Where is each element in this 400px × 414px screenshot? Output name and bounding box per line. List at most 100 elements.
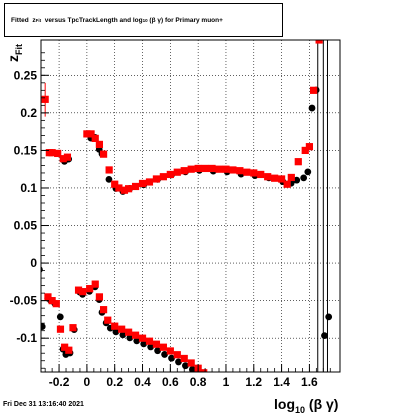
red-point [79,288,87,296]
black-point [119,331,127,339]
black-point [147,343,155,351]
grid [41,40,340,372]
red-point [236,167,244,175]
red-point [104,316,112,324]
black-point [325,313,333,321]
x-tick-label: 1.6 [301,375,318,389]
red-point [95,140,104,149]
red-point [166,347,174,355]
y-tick-label: -0.05 [10,294,38,308]
red-point [125,185,133,193]
red-point [41,95,49,103]
black-point [321,332,328,340]
red-point [56,325,65,333]
red-point [309,86,318,94]
x-tick-label: 0.8 [190,375,207,389]
x-tick-label: 0.2 [106,375,123,389]
red-point [63,153,72,161]
x-tick-label: 1.2 [245,375,262,389]
black-point [105,176,113,183]
red-point [131,182,140,191]
y-tick-label: 0.1 [20,181,37,195]
black-point [126,334,134,342]
y-tick-label: -0.1 [16,331,37,345]
red-point [166,170,174,179]
plot-frame [40,39,341,373]
black-point [140,340,148,348]
red-point [111,322,119,330]
red-point [91,134,99,142]
red-point [138,179,147,188]
red-point [305,143,314,151]
x-tick-label: 1 [223,375,230,389]
x-tick-label: 0.4 [134,375,151,389]
black-point [133,337,141,345]
title-fitted: Fitted [11,16,29,24]
red-point [118,325,126,333]
black-point [154,347,162,355]
red-point [95,293,104,301]
red-point [159,173,167,181]
y-tick-label: 0 [30,256,37,270]
y-axis-label: zFit [5,44,24,62]
black-point [56,313,64,321]
red-point [48,297,56,305]
red-point [52,300,60,308]
red-point [145,337,154,345]
axis-ticks [41,52,331,372]
x-tick-label: 1.4 [273,375,290,389]
red-point [264,173,272,181]
red-point [180,167,188,175]
black-point [182,362,189,370]
y-tick-label: 0.2 [20,106,37,120]
red-point [271,174,279,182]
data-points [41,40,333,372]
red-point [187,165,195,173]
red-point [65,346,73,354]
black-point [41,323,46,331]
red-point [86,285,94,293]
red-point [99,306,108,314]
red-point [215,165,223,173]
title-versus: versus TpcTrackLength and log [44,16,143,24]
red-point [69,324,77,332]
red-point [131,331,140,339]
red-point [187,359,195,367]
red-point [294,158,302,166]
red-point [173,168,181,176]
red-point [105,166,113,174]
red-point [287,173,295,182]
red-point [152,175,161,183]
timestamp: Fri Dec 31 13:16:40 2021 [3,401,84,408]
red-point [283,180,291,188]
red-point [159,343,167,351]
title-rest: (β γ) for Primary muon+ [149,16,223,24]
x-tick-label: 0.6 [162,375,179,389]
red-point [229,166,237,174]
red-point [145,178,154,186]
black-point [300,174,308,182]
red-point [99,150,108,158]
chart-title: Fitted z Fit versus TpcTrackLength and lo… [4,3,283,37]
red-point [87,130,95,138]
red-point [120,186,129,194]
clipped-data [41,40,333,372]
black-point [41,266,43,273]
y-tick-label: 0.25 [14,68,38,82]
x-tick-label: 0 [84,375,91,389]
black-point [308,104,316,112]
red-point [48,149,56,157]
red-point [152,340,161,348]
black-point [188,366,196,372]
black-point [175,358,182,366]
red-point [91,280,99,288]
y-tick-label: 0.15 [14,143,38,157]
red-point [138,334,147,342]
red-point [315,40,323,44]
red-point [111,180,119,188]
red-point [277,175,286,183]
y-tick-label: 0.05 [14,219,38,233]
red-point [61,343,69,351]
red-point [83,130,91,138]
